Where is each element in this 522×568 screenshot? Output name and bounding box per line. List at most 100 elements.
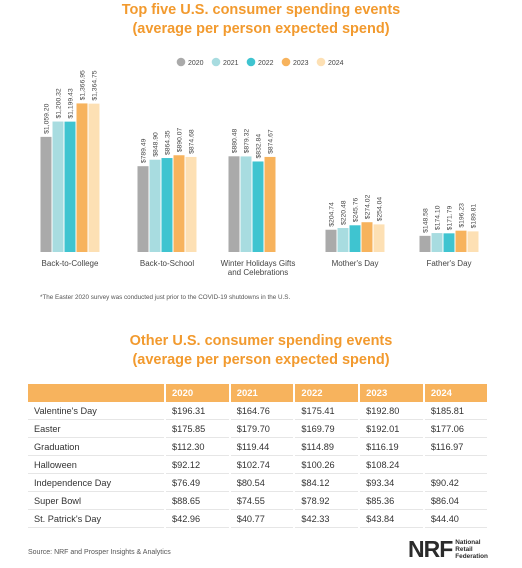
table-cell: $43.84 (358, 509, 424, 528)
table-cell: $74.55 (228, 491, 295, 510)
table-row: Halloween $92.12 $102.74 $100.26 $108.24 (28, 455, 487, 474)
other-events-table: 2020 2021 2022 2023 2024 Valentine's Day $196… (28, 384, 487, 528)
bar-value-label: $1,059.20 (44, 103, 51, 133)
bar (185, 156, 197, 252)
source-note: Source: NRF and Prosper Insights & Analy… (28, 549, 171, 556)
bar-value-label: $1,366.95 (80, 70, 87, 100)
bar (173, 155, 185, 252)
logo-mark: NRF (408, 536, 453, 562)
legend-label: 2020 (188, 60, 204, 67)
table-row: Valentine's Day $196.31 $164.76 $175.41 $192… (28, 402, 487, 420)
table-cell (422, 455, 487, 474)
table-cell: Super Bowl (28, 491, 165, 510)
table-header-cell: 2024 (422, 384, 487, 402)
table-header-cell: 2021 (228, 384, 295, 402)
bar-value-label: $789.49 (141, 138, 148, 163)
bar-value-label: $864.35 (165, 130, 172, 155)
table-row: Super Bowl $88.65 $74.55 $78.92 $85.36 $86.04 (28, 491, 487, 510)
table-cell: St. Patrick's Day (28, 509, 165, 528)
bar (337, 228, 349, 252)
table-cell: $78.92 (293, 491, 360, 510)
table-cell: $175.85 (164, 419, 230, 438)
table-cell: $116.19 (358, 437, 424, 456)
category-label: Winter Holidays Gifts (221, 259, 296, 268)
table-cell: $102.74 (228, 455, 295, 474)
bar-value-label: $1,364.75 (92, 70, 99, 100)
table-cell: $169.79 (293, 419, 360, 438)
table-cell: $92.12 (164, 455, 230, 474)
bar-value-label: $148.58 (423, 208, 430, 233)
table-cell: Valentine's Day (28, 402, 165, 420)
table-cell: $177.06 (422, 419, 487, 438)
table-cell: $179.70 (228, 419, 295, 438)
bar-value-label: $174.10 (435, 205, 442, 230)
bar-chart: 2020 2021 2022 2023 2024 $1,059.20 $1,200.32 $1… (40, 57, 479, 277)
table-cell: $42.96 (164, 509, 230, 528)
category-label: Father's Day (426, 259, 471, 268)
table-cell: Easter (28, 419, 165, 438)
legend-swatch (316, 57, 326, 67)
table-cell: $108.24 (358, 455, 424, 474)
logo-text: National Retail Federation (455, 539, 499, 560)
table-cell: Graduation (28, 437, 165, 456)
bar (325, 229, 337, 252)
legend-item: 2020 (176, 57, 204, 67)
bar (467, 231, 479, 252)
legend-item: 2021 (211, 57, 239, 67)
bar (88, 103, 100, 252)
table-cell: $119.44 (228, 437, 295, 456)
logo-line: Retail (455, 546, 473, 553)
category-label: Mother's Day (332, 259, 379, 268)
bar-value-label: $254.04 (377, 197, 384, 222)
legend-swatch (176, 57, 186, 67)
legend-item: 2023 (281, 57, 309, 67)
table-cell: $114.89 (293, 437, 360, 456)
table-cell: $90.42 (422, 473, 487, 492)
table-cell: $85.36 (358, 491, 424, 510)
table-cell: $112.30 (164, 437, 230, 456)
table-cell: $100.26 (293, 455, 360, 474)
bar-value-label: $1,200.32 (56, 88, 63, 118)
bar (240, 156, 252, 252)
table-cell: $80.54 (228, 473, 295, 492)
table-cell: $192.80 (358, 402, 424, 420)
table-row: Graduation $112.30 $119.44 $114.89 $116.19 $1… (28, 437, 487, 456)
logo-line: Federation (455, 553, 488, 560)
bar (137, 166, 149, 252)
table-cell: $93.34 (358, 473, 424, 492)
table-header-cell: 2020 (164, 384, 230, 402)
bar-value-label: $274.02 (365, 194, 372, 219)
table-header-row: 2020 2021 2022 2023 2024 (28, 384, 487, 402)
legend-item: 2022 (246, 57, 274, 67)
legend-swatch (211, 57, 221, 67)
table-cell: $88.65 (164, 491, 230, 510)
legend-label: 2021 (223, 60, 239, 67)
bar (455, 230, 467, 252)
legend-swatch (246, 57, 256, 67)
logo-line: National (455, 539, 481, 546)
table-cell: $40.77 (228, 509, 295, 528)
table-cell: $44.40 (422, 509, 487, 528)
table-cell: Halloween (28, 455, 165, 474)
table-row: St. Patrick's Day $42.96 $40.77 $42.33 $43.8… (28, 509, 487, 528)
legend-label: 2024 (328, 60, 344, 67)
bar (443, 233, 455, 252)
chart-title-line1: Top five U.S. consumer spending events (121, 2, 401, 18)
bar (349, 225, 361, 252)
bar-value-label: $220.48 (341, 200, 348, 225)
bar-value-label: $196.23 (459, 203, 466, 228)
bar (361, 222, 373, 252)
bar-value-label: $874.68 (189, 129, 196, 154)
bar (264, 156, 276, 252)
table-header-cell: 2022 (293, 384, 360, 402)
bar-value-label: $171.79 (447, 206, 454, 231)
table-cell: $76.49 (164, 473, 230, 492)
category-label: Back-to-School (140, 259, 194, 268)
table-cell: $175.41 (293, 402, 360, 420)
bar-value-label: $880.48 (232, 129, 239, 154)
legend-swatch (281, 57, 291, 67)
bar (419, 235, 431, 252)
bar (228, 156, 240, 252)
table-cell: $164.76 (228, 402, 295, 420)
legend-item: 2024 (316, 57, 344, 67)
